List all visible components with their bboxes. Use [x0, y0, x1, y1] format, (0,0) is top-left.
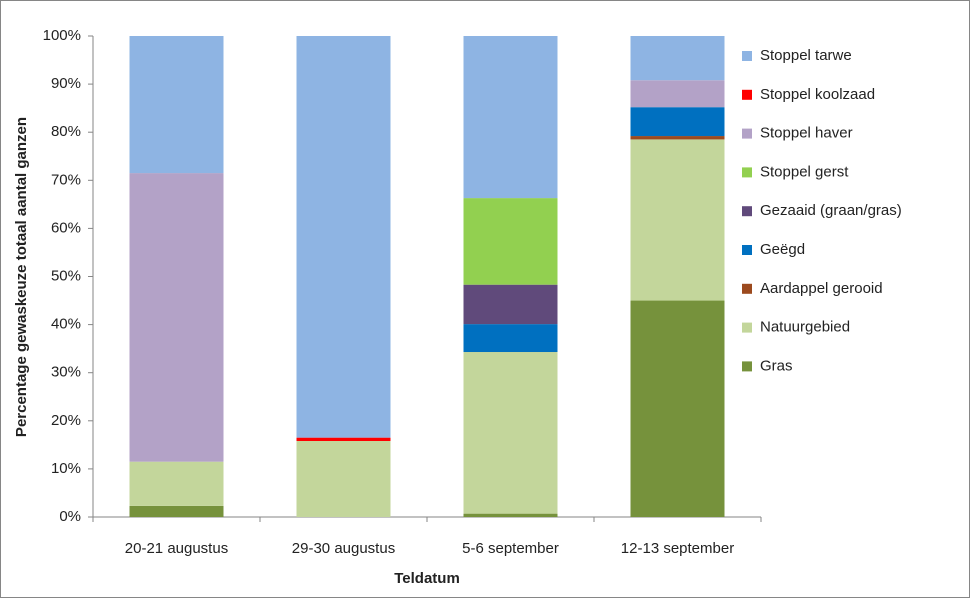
- legend-label: Geëgd: [760, 241, 805, 258]
- bar-segment: [129, 461, 224, 506]
- legend-swatch: [742, 322, 752, 333]
- bar-segment: [630, 107, 725, 137]
- legend-swatch: [742, 167, 752, 178]
- bar-segment: [463, 352, 558, 514]
- legend-label: Stoppel koolzaad: [760, 86, 875, 103]
- bar-segment: [630, 139, 725, 301]
- bar-segment: [630, 136, 725, 140]
- bar-segment: [463, 198, 558, 285]
- legend-swatch: [742, 206, 752, 217]
- legend-label: Natuurgebied: [760, 319, 850, 336]
- bar-segment: [463, 284, 558, 325]
- bar-segment: [296, 36, 391, 438]
- legend-swatch: [742, 361, 752, 372]
- x-tick-label: 12-13 september: [621, 540, 734, 557]
- x-tick-label: 20-21 augustus: [125, 540, 228, 557]
- legend-swatch: [742, 283, 752, 294]
- y-tick-label: 20%: [51, 412, 81, 429]
- legend-swatch: [742, 128, 752, 139]
- y-tick-label: 10%: [51, 460, 81, 477]
- bar-segment: [463, 324, 558, 353]
- bar-segment: [463, 36, 558, 199]
- y-axis-title: Percentage gewaskeuze totaal aantal ganz…: [13, 117, 30, 437]
- x-tick-label: 5-6 september: [462, 540, 559, 557]
- legend-swatch: [742, 245, 752, 255]
- y-tick-label: 30%: [51, 364, 81, 381]
- y-tick-label: 40%: [51, 316, 81, 333]
- legend-label: Gezaaid (graan/gras): [760, 202, 902, 219]
- bar-segment: [129, 36, 224, 174]
- y-tick-label: 80%: [51, 123, 81, 140]
- bar-segment: [630, 36, 725, 81]
- x-axis-title: Teldatum: [394, 570, 460, 587]
- y-tick-label: 50%: [51, 267, 81, 284]
- legend-label: Stoppel haver: [760, 125, 853, 142]
- x-tick-label: 29-30 augustus: [292, 540, 395, 557]
- legend-label: Aardappel gerooid: [760, 280, 883, 297]
- bar-segment: [129, 173, 224, 462]
- legend-label: Stoppel gerst: [760, 163, 849, 180]
- y-tick-label: 100%: [43, 27, 81, 44]
- bar-segment: [630, 80, 725, 108]
- legend-label: Stoppel tarwe: [760, 47, 852, 64]
- y-tick-label: 70%: [51, 171, 81, 188]
- bar-segment: [630, 300, 725, 517]
- y-tick-label: 60%: [51, 219, 81, 236]
- bar-segment: [296, 441, 391, 517]
- y-tick-label: 0%: [59, 508, 81, 525]
- legend-swatch: [742, 89, 752, 100]
- legend-swatch: [742, 51, 752, 61]
- bar-segment: [129, 505, 224, 517]
- bar-segment: [296, 437, 391, 442]
- y-tick-label: 90%: [51, 75, 81, 92]
- bar-segment: [463, 513, 558, 517]
- legend-label: Gras: [760, 357, 793, 374]
